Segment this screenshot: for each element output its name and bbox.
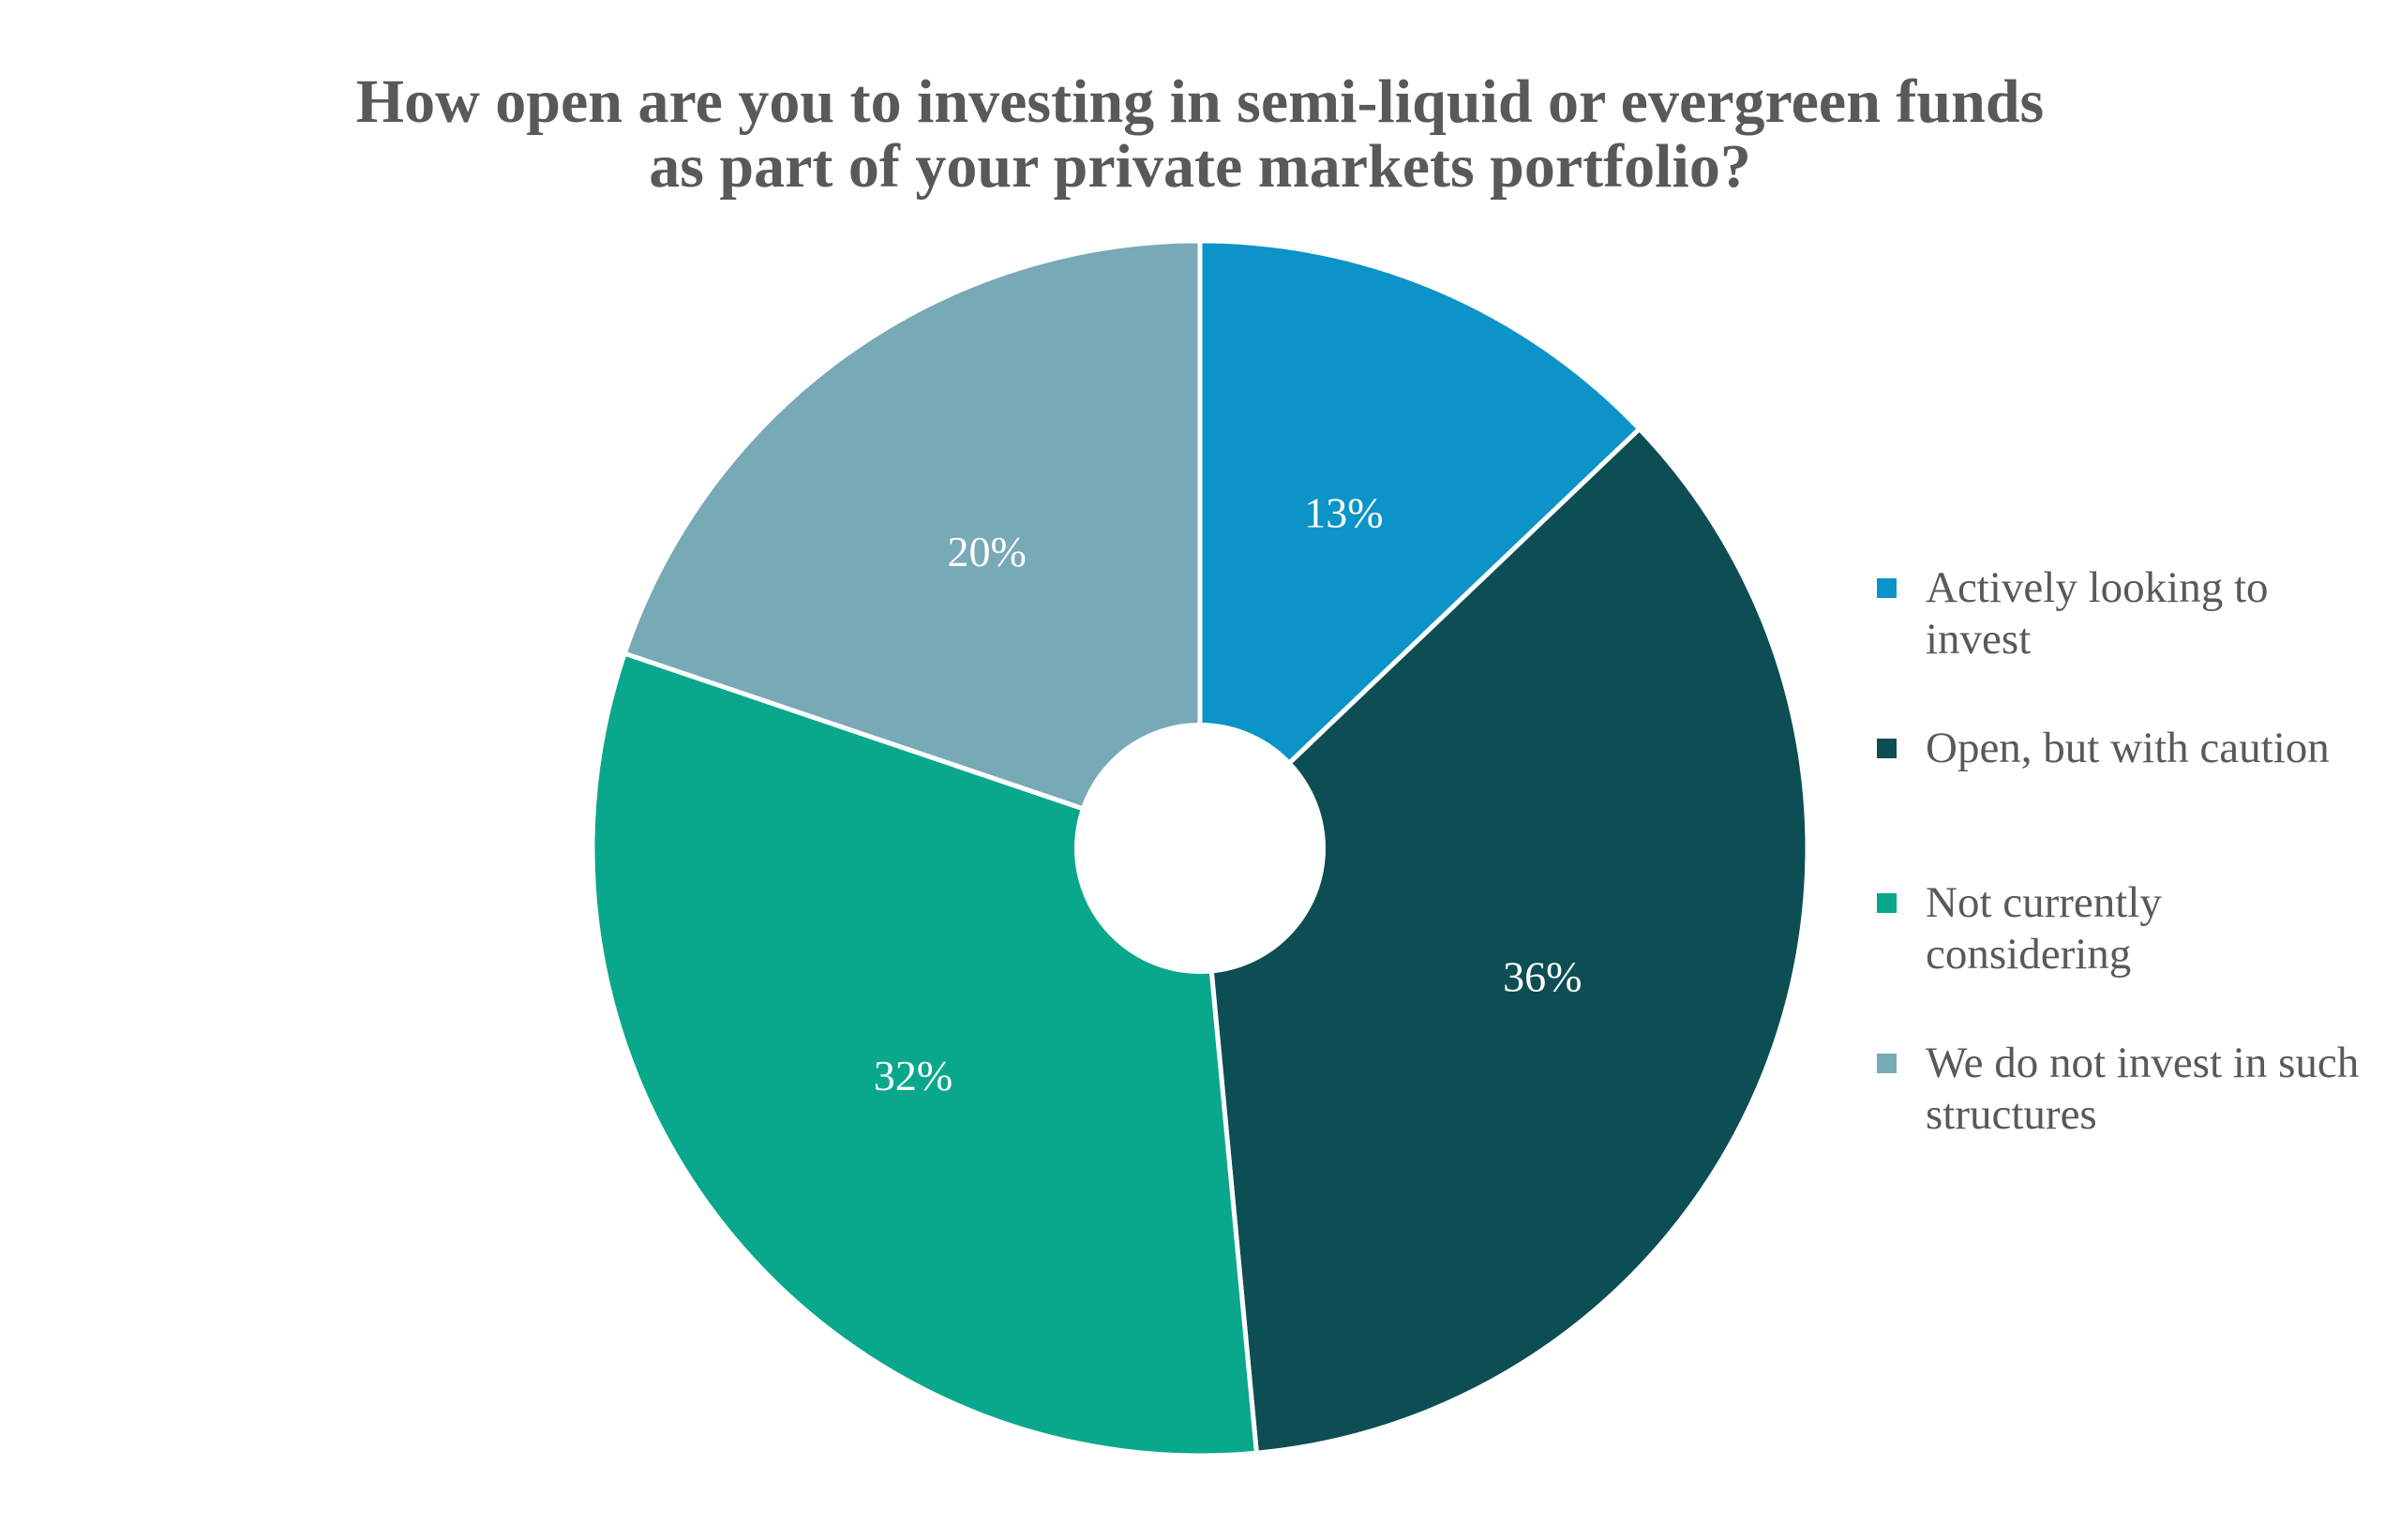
legend-label-line: invest xyxy=(1926,615,2032,664)
legend-label-line: structures xyxy=(1926,1090,2097,1139)
pie-slice-1 xyxy=(1197,426,1810,1456)
donut-hole xyxy=(1074,723,1326,974)
legend-swatch-green-icon xyxy=(1877,893,1897,913)
legend: Actively looking to invest Open, but wit… xyxy=(1877,0,2400,1540)
donut-chart: 13% 36% 32% 20% xyxy=(590,238,1810,1458)
legend-label-line: considering xyxy=(1926,930,2132,979)
legend-label: Not currently considering xyxy=(1926,877,2162,980)
legend-swatch-dark-teal-icon xyxy=(1877,739,1897,758)
legend-swatch-blue-icon xyxy=(1877,578,1897,598)
legend-label-line: Actively looking to xyxy=(1926,563,2269,612)
slice-label-0: 13% xyxy=(1304,489,1383,537)
legend-label-line: We do not invest in such xyxy=(1926,1039,2360,1087)
legend-swatch-slate-icon xyxy=(1877,1054,1897,1073)
pie-slice-3 xyxy=(622,238,1203,851)
legend-item: We do not invest in such structures xyxy=(1877,1038,2359,1141)
legend-item: Open, but with caution xyxy=(1877,723,2330,774)
legend-item: Actively looking to invest xyxy=(1877,562,2269,665)
slice-label-1: 36% xyxy=(1503,953,1582,1001)
legend-label: We do not invest in such structures xyxy=(1926,1038,2359,1141)
chart-title-line-2: as part of your private markets portfoli… xyxy=(649,132,1751,201)
legend-label: Actively looking to invest xyxy=(1926,562,2269,665)
legend-label-line: Not currently xyxy=(1926,878,2162,927)
pie-slice-0 xyxy=(1197,238,1642,851)
chart-title-line-1: How open are you to investing in semi-li… xyxy=(355,67,2045,136)
chart-title: How open are you to investing in semi-li… xyxy=(0,69,2400,199)
slice-label-3: 20% xyxy=(948,528,1027,576)
legend-item: Not currently considering xyxy=(1877,877,2162,980)
legend-label: Open, but with caution xyxy=(1926,723,2330,774)
legend-label-line: Open, but with caution xyxy=(1926,724,2330,772)
slice-label-2: 32% xyxy=(874,1052,952,1099)
